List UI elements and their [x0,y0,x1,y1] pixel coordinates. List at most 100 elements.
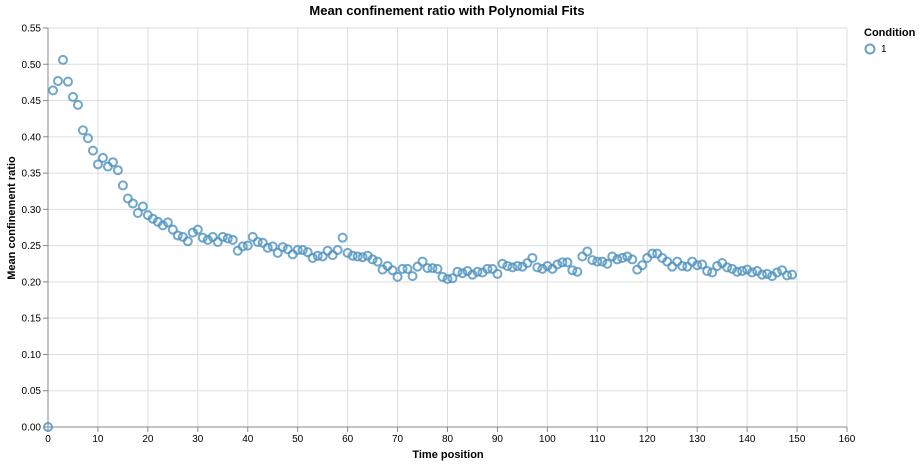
data-point [92,159,103,170]
data-point [422,263,433,274]
data-point [512,260,523,271]
data-point [317,251,328,262]
x-tick-label: 110 [589,434,605,445]
data-point [87,145,98,156]
data-point [107,157,118,168]
data-point [52,75,63,86]
data-point [772,267,783,278]
data-point [357,252,368,263]
data-point [242,240,253,251]
data-point [332,244,343,255]
data-point [72,99,83,110]
y-tick-label: 0.30 [22,205,42,216]
data-point [77,125,88,136]
data-point [437,271,448,282]
data-point [447,273,458,284]
data-point [312,250,323,261]
data-point [227,234,238,245]
data-point [472,266,483,277]
data-point [267,241,278,252]
data-point [587,255,598,266]
data-points [43,54,798,432]
x-tick-label: 120 [639,434,656,445]
data-point [137,201,148,212]
x-tick-label: 20 [142,434,154,445]
y-tick-label: 0.15 [22,314,42,325]
data-point [782,270,793,281]
data-point [392,271,403,282]
data-point [337,232,348,243]
y-tick-label: 0.45 [22,96,42,107]
data-point [442,274,453,285]
data-point [182,236,193,247]
data-point [777,265,788,276]
x-tick-label: 30 [192,434,204,445]
x-tick-label: 140 [739,434,756,445]
data-point [192,224,203,235]
data-point [272,247,283,258]
data-point [527,252,538,263]
data-point [47,85,58,96]
data-point [487,263,498,274]
data-point [577,251,588,262]
axes: 0 10 20 30 40 50 60 70 80 90 100 110 120 130 140 150 160… [22,24,856,446]
data-point [117,180,128,191]
data-point [702,266,713,277]
data-point [612,254,623,265]
data-point [492,268,503,279]
x-tick-label: 80 [442,434,454,445]
data-point [402,263,413,274]
data-point [482,263,493,274]
data-point [387,265,398,276]
data-point [297,244,308,255]
data-point [282,244,293,255]
data-point [257,237,268,248]
data-point [582,246,593,257]
data-point [647,248,658,259]
y-tick-label: 0.05 [22,386,42,397]
data-point [592,256,603,267]
data-point [132,207,143,218]
data-point [302,247,313,258]
x-tick-label: 60 [342,434,354,445]
data-point [62,76,73,87]
y-tick-label: 0.25 [22,241,42,252]
grid [47,27,848,428]
data-point [627,254,638,265]
data-point [207,231,218,242]
data-point [757,269,768,280]
data-point [747,267,758,278]
x-axis-title: Time position [412,449,484,461]
data-point [722,262,733,273]
y-tick-label: 0.20 [22,277,42,288]
legend-label: 1 [881,44,887,55]
data-point [197,232,208,243]
y-tick-label: 0.35 [22,169,42,180]
data-point [597,256,608,267]
data-point [432,263,443,274]
data-point [407,271,418,282]
data-point [682,261,693,272]
data-point [602,258,613,269]
data-point [457,268,468,279]
data-point [692,260,703,271]
data-point [252,237,263,248]
data-point [637,260,648,271]
data-point [557,257,568,268]
x-tick-label: 160 [839,434,856,445]
data-point [57,54,68,65]
data-point [552,259,563,270]
data-point [562,257,573,268]
data-point [97,152,108,163]
data-point [497,258,508,269]
x-tick-label: 70 [392,434,404,445]
x-tick-label: 90 [492,434,504,445]
data-point [502,260,513,271]
data-point [667,261,678,272]
data-point [167,224,178,235]
data-point [697,259,708,270]
x-tick-label: 50 [292,434,304,445]
data-point [262,242,273,253]
x-tick-label: 150 [789,434,806,445]
